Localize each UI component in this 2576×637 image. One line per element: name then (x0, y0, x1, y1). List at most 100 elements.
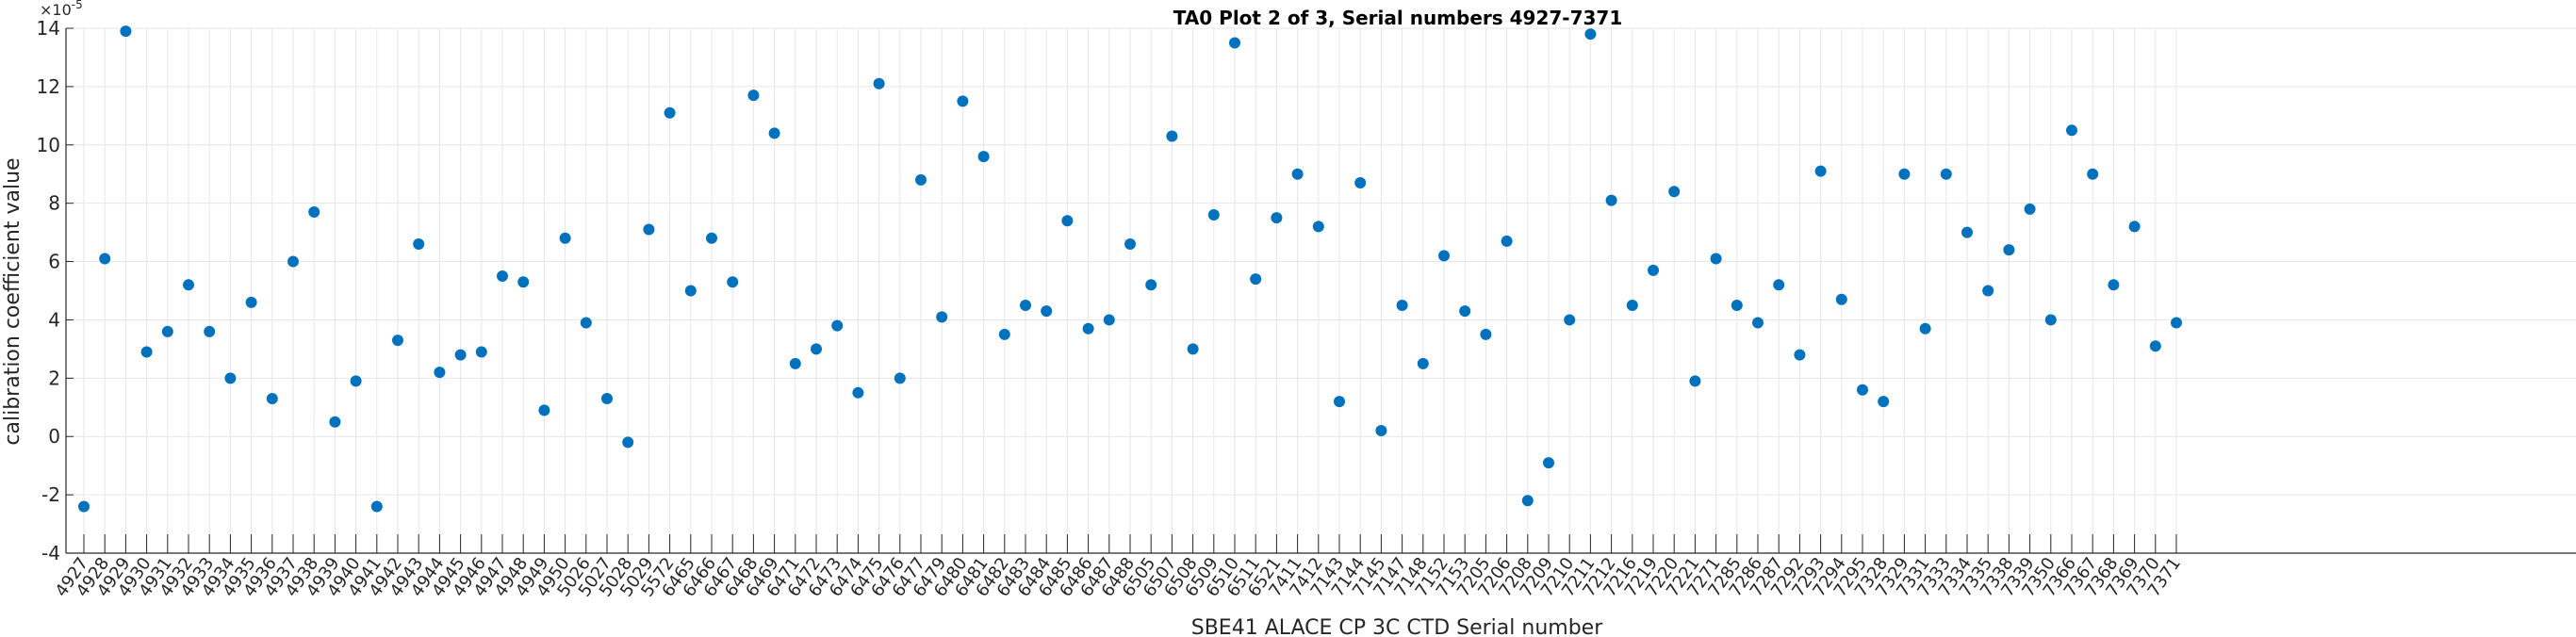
y-tick-label: 12 (37, 75, 60, 98)
data-point (1584, 28, 1597, 41)
data-point (643, 223, 655, 236)
y-exponent-power: -5 (72, 0, 83, 11)
grid (66, 27, 2576, 554)
data-point (1020, 299, 1031, 311)
data-point (2108, 279, 2120, 291)
data-point (1605, 194, 1617, 206)
data-point (1229, 37, 1240, 49)
y-tick-label: 14 (37, 17, 60, 40)
data-point (1291, 168, 1304, 180)
data-point (370, 500, 383, 513)
data-point (1898, 168, 1911, 180)
data-point (768, 127, 780, 139)
data-point (1334, 396, 1345, 408)
data-point (852, 386, 864, 399)
data-point (1521, 495, 1534, 507)
data-point (78, 500, 90, 513)
data-point (747, 90, 760, 102)
data-point (1940, 168, 1952, 180)
data-point (1396, 299, 1408, 311)
data-point (684, 285, 697, 297)
data-point (1878, 396, 1890, 408)
x-axis-label: SBE41 ALACE CP 3C CTD Serial number (1191, 616, 1603, 637)
data-point (2044, 314, 2057, 326)
data-point (434, 367, 446, 379)
data-point (2087, 168, 2099, 180)
data-point (601, 392, 613, 404)
data-point (622, 436, 634, 449)
data-point (99, 253, 111, 265)
data-point (1773, 279, 1785, 291)
data-point (1459, 305, 1471, 318)
y-axis-label: calibration coefficient value (1, 157, 25, 445)
data-point (329, 416, 341, 428)
data-point (811, 343, 822, 355)
data-point (1124, 237, 1136, 250)
chart-title: TA0 Plot 2 of 3, Serial numbers 4927-737… (1173, 7, 1623, 29)
data-point (789, 357, 801, 369)
y-tick-label: 6 (48, 251, 60, 273)
data-point (140, 346, 153, 358)
data-point (308, 205, 320, 218)
y-tick-label: 4 (48, 308, 60, 331)
data-point (936, 311, 948, 323)
data-point (2024, 203, 2036, 215)
data-point (706, 232, 717, 244)
data-point (831, 319, 844, 332)
data-point (1835, 293, 1847, 305)
data-point (1919, 322, 1931, 335)
data-point (1501, 235, 1513, 247)
data-point (497, 270, 508, 283)
data-point (1417, 357, 1429, 369)
data-point (1480, 328, 1492, 340)
data-point (1752, 317, 1764, 329)
data-point (183, 279, 194, 291)
data-point (1061, 215, 1074, 227)
data-point (2128, 220, 2141, 233)
data-point (1710, 253, 1722, 265)
data-point (204, 325, 216, 337)
data-point (1082, 322, 1094, 335)
data-point (1543, 457, 1554, 469)
data-point (392, 335, 403, 347)
data-point (559, 232, 571, 244)
y-tick-label: -2 (41, 483, 60, 506)
y-tick-label: -4 (41, 542, 60, 564)
data-point (873, 77, 885, 90)
data-point (1312, 220, 1324, 233)
data-point (1271, 212, 1283, 224)
data-point (1438, 250, 1450, 262)
data-point (350, 375, 362, 387)
data-point (475, 346, 487, 358)
data-point (1041, 305, 1053, 318)
data-point (266, 392, 278, 404)
data-point (1857, 384, 1868, 396)
y-exponent-base: ×10 (40, 1, 72, 19)
axes (65, 27, 2576, 554)
data-point (1207, 209, 1220, 221)
data-point (1103, 314, 1115, 326)
data-point (224, 372, 237, 384)
data-point (1166, 130, 1178, 142)
y-tick-label: 10 (37, 134, 60, 156)
y-axis-exponent: ×10-5 (40, 0, 83, 19)
data-point (2149, 340, 2161, 352)
data-point (1145, 279, 1157, 291)
data-point (894, 372, 906, 384)
data-point (454, 349, 467, 361)
data-point (287, 255, 299, 268)
data-point (1731, 299, 1743, 311)
data-point (1564, 314, 1576, 326)
data-point (1961, 226, 1973, 238)
data-point (413, 237, 425, 250)
data-point (2171, 317, 2182, 329)
data-point (1814, 165, 1827, 177)
data-point (727, 276, 739, 288)
data-point (957, 95, 969, 107)
data-point (1375, 425, 1387, 437)
y-tick-label: 2 (48, 367, 60, 389)
data-point (915, 173, 927, 186)
tick-labels: -4-2024681012144927492849294930493149324… (37, 17, 2186, 600)
data-point (517, 276, 530, 288)
